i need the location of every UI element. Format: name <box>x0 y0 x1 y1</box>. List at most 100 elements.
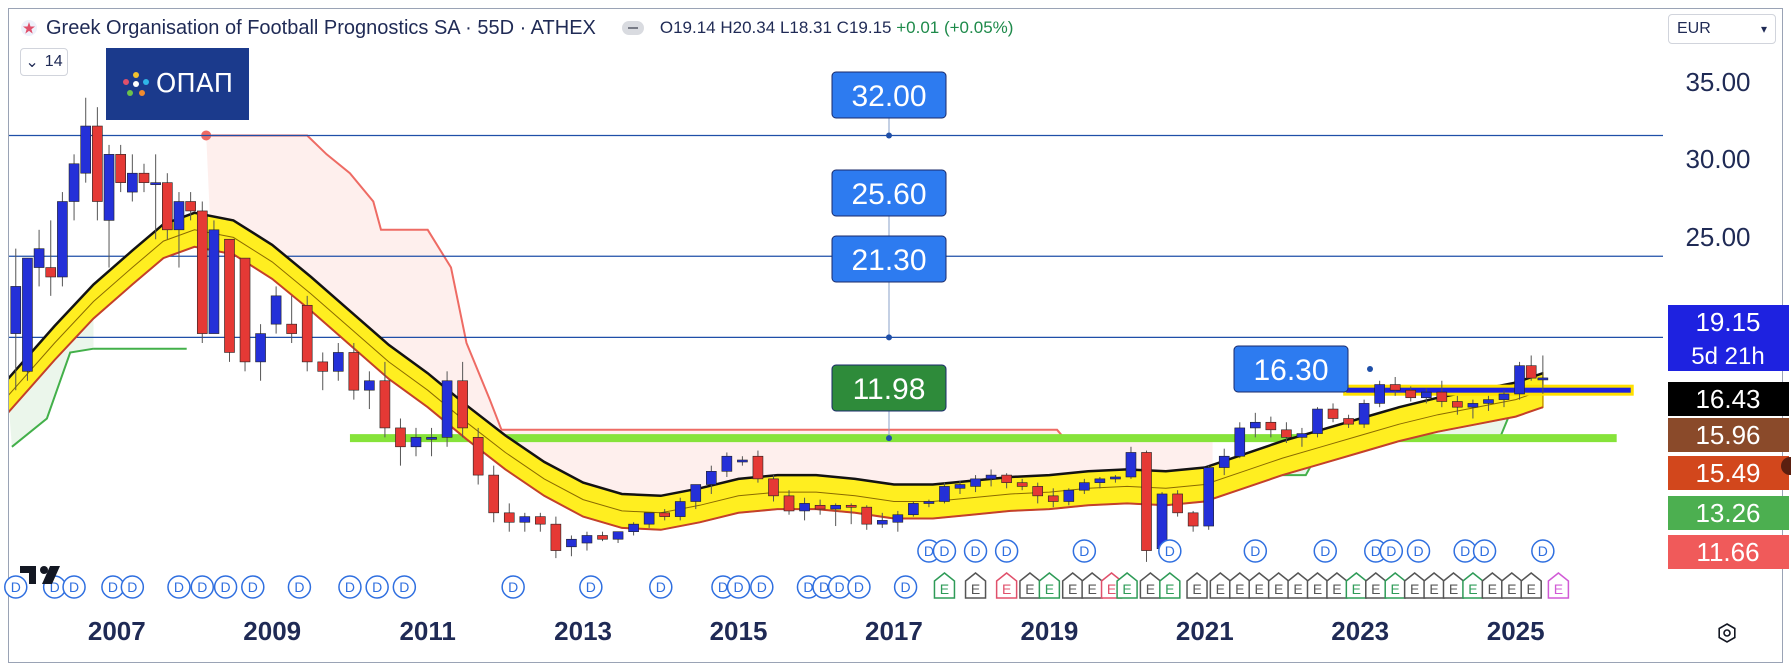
candle-body <box>441 380 453 438</box>
candle <box>908 501 919 517</box>
dividend-marker-letter: D <box>372 579 382 595</box>
candle-body <box>923 501 935 504</box>
dividend-marker: D <box>1158 539 1182 563</box>
dividend-marker-circle <box>1313 539 1338 563</box>
earnings-marker: E <box>1081 572 1103 599</box>
candle-body <box>1296 433 1308 438</box>
x-tick-label: 2009 <box>243 616 301 646</box>
ohlc-high: H20.34 <box>720 18 776 37</box>
dividend-marker-letter: D <box>1002 543 1012 559</box>
dividend-marker-letter: D <box>11 579 21 595</box>
tradingview-logo-icon[interactable] <box>20 562 66 588</box>
earnings-marker-letter: E <box>1255 581 1264 597</box>
candle <box>1389 376 1401 396</box>
candle-body <box>1047 495 1059 502</box>
settings-icon[interactable] <box>1716 622 1738 644</box>
candle-body <box>426 437 437 440</box>
dividend-marker-letter: D <box>834 579 844 595</box>
candle <box>270 286 282 334</box>
x-tick-label: 2011 <box>399 616 455 646</box>
candle-body <box>892 514 904 523</box>
dividend-marker: D <box>1072 539 1097 563</box>
dividend-marker: D <box>167 575 191 599</box>
level-label-11-98-anchor <box>886 435 892 442</box>
earnings-marker-letter: E <box>971 581 980 597</box>
earnings-marker-shape <box>995 572 1018 599</box>
candle-body <box>80 125 92 174</box>
level-label-32-box <box>831 71 947 119</box>
earnings-marker: E <box>1229 572 1251 599</box>
dividend-marker-circle <box>213 575 238 599</box>
candle <box>1218 448 1230 476</box>
dividend-marker-circle <box>1158 539 1182 563</box>
candle-body <box>1537 377 1549 381</box>
candle-body <box>22 257 33 372</box>
candle <box>674 497 686 521</box>
level-label-16-30-anchor <box>1367 366 1373 372</box>
candle-body <box>752 455 764 480</box>
candle <box>1420 388 1432 404</box>
dividend-marker: D <box>963 539 988 563</box>
earnings-marker: E <box>1326 572 1348 599</box>
currency-selector[interactable]: EUR ▾ <box>1668 14 1776 44</box>
earnings-marker: E <box>1501 572 1523 599</box>
level-label-21-30-box <box>831 235 947 283</box>
resistance-step-line <box>206 134 1213 441</box>
hide-indicator-icon[interactable] <box>621 21 644 35</box>
x-tick-label: 2025 <box>1487 616 1545 646</box>
earnings-marker: E <box>1423 572 1445 599</box>
opap-star-icon <box>122 70 150 98</box>
dividend-marker: D <box>932 539 957 563</box>
level-label-32: 32.00 <box>831 71 947 139</box>
dividend-marker-letter: D <box>1460 543 1470 559</box>
ohlc-low: L18.31 <box>779 18 832 37</box>
candle-body <box>395 427 406 448</box>
dividend-marker-letter: D <box>718 579 728 595</box>
dividend-marker-letter: D <box>901 579 911 595</box>
earnings-marker: E <box>964 572 987 599</box>
dividend-marker-letter: D <box>399 579 409 595</box>
candle <box>1250 412 1261 438</box>
price-axis-label-bg <box>1668 456 1789 490</box>
candle-body <box>348 352 360 391</box>
dividend-marker-letter: D <box>819 579 829 595</box>
candle-body <box>985 474 997 480</box>
candle-body <box>612 531 624 540</box>
candle <box>1079 478 1090 494</box>
candle-body <box>317 361 329 372</box>
candle <box>783 490 795 515</box>
dividend-marker-circle <box>120 575 145 599</box>
candle-body <box>286 323 297 334</box>
dividend-marker: D <box>62 575 86 599</box>
candle <box>115 144 126 193</box>
candle <box>103 144 115 268</box>
earnings-marker-shape <box>1547 572 1570 599</box>
dividend-marker: D <box>1406 539 1431 563</box>
earnings-marker: E <box>1365 572 1387 599</box>
candle <box>690 484 702 510</box>
dividend-marker: D <box>392 575 417 599</box>
candle <box>255 324 266 381</box>
candle-body <box>799 503 810 512</box>
candle-body <box>1483 399 1494 404</box>
earnings-marker-letter: E <box>1025 581 1034 597</box>
earnings-marker-shape <box>964 572 987 599</box>
candle <box>1537 355 1549 394</box>
candle-body <box>783 495 795 512</box>
price-axis-label-text: 15.96 <box>1695 420 1760 450</box>
dividend-marker-letter: D <box>854 579 864 595</box>
candle <box>939 482 950 504</box>
company-logo: ΟΠΑΠ <box>106 48 249 120</box>
ema-upper-line <box>9 211 1544 498</box>
candle-body <box>173 201 185 231</box>
chart-header: Greek Organisation of Football Prognosti… <box>20 16 1013 40</box>
symbol-title[interactable]: Greek Organisation of Football Prognosti… <box>46 16 596 39</box>
dividend-marker: D <box>190 575 215 599</box>
earnings-marker: E <box>1038 572 1061 599</box>
level-label-16-30: 16.30 <box>1233 345 1373 393</box>
dividend-marker-circle <box>579 575 603 599</box>
collapse-indicators-button[interactable]: ⌄ 14 <box>20 48 68 76</box>
candle-body <box>488 474 500 514</box>
candle <box>301 295 313 372</box>
